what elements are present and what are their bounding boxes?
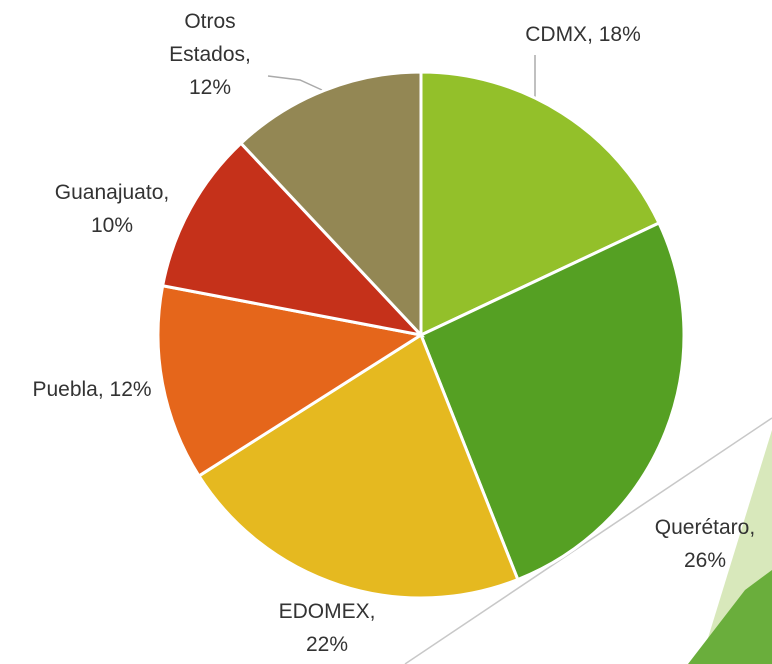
pie-slice [196,332,520,600]
pie-slice [419,221,686,582]
data-label-line: CDMX, 18% [525,23,641,46]
pie-slice [156,283,426,478]
data-label: Guanajuato, 10% [55,181,169,237]
data-label: Otros Estados, 12% [169,10,251,99]
decoration [404,417,772,664]
pie-slice [419,70,661,338]
decoration [688,570,772,664]
data-label: EDOMEX, 22% [279,600,376,656]
data-label-line: 10% [91,214,133,237]
data-label-line: Querétaro, [655,516,755,539]
data-label: Querétaro, 26% [655,516,755,572]
pie-slice [238,70,423,339]
data-label-line: Otros [184,10,235,33]
data-label-line: Guanajuato, [55,181,169,204]
data-label: CDMX, 18% [525,23,641,46]
data-label: Puebla, 12% [32,378,151,401]
data-label-line: Estados, [169,43,251,66]
data-label-line: 22% [306,633,348,656]
leader-line [267,75,323,91]
data-label-line: 12% [189,76,231,99]
data-label-line: Puebla, 12% [32,378,151,401]
pie-slice [160,141,426,338]
data-label-line: EDOMEX, [279,600,376,623]
data-label-line: 26% [684,549,726,572]
